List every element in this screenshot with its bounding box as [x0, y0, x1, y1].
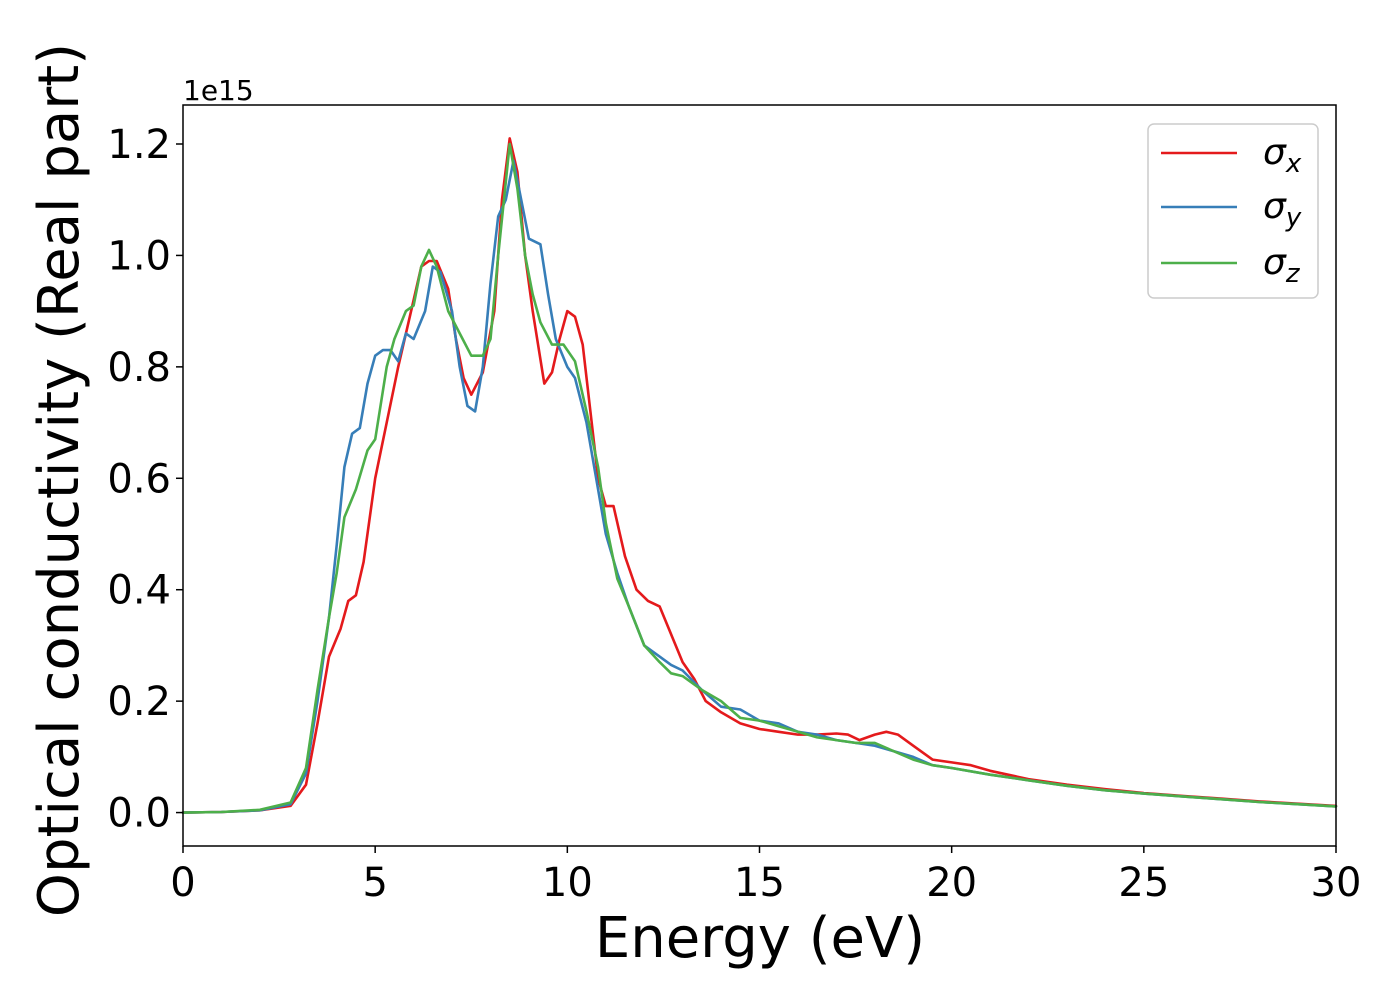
y-axis-label: Optical conductivity (Real part) — [27, 43, 92, 917]
y-tick-label: 0.8 — [107, 345, 171, 391]
y-tick-label: 0.6 — [107, 456, 171, 502]
x-tick-label: 15 — [734, 860, 785, 906]
y-tick-label: 0.0 — [107, 791, 171, 837]
y-tick-label: 0.4 — [107, 568, 171, 614]
series-lines — [181, 137, 1338, 814]
series-line-x — [181, 137, 1338, 814]
legend-frame — [1147, 123, 1319, 299]
y-offset-label: 1e15 — [183, 74, 254, 107]
x-tick-label: 0 — [170, 860, 195, 906]
x-tick-label: 20 — [926, 860, 977, 906]
series-line-z — [181, 142, 1338, 814]
x-tick-label: 30 — [1311, 860, 1362, 906]
x-tick-label: 25 — [1118, 860, 1169, 906]
y-tick-label: 1.2 — [107, 122, 171, 168]
x-axis: 0 5 10 15 20 25 30 — [170, 846, 1361, 906]
y-tick-label: 1.0 — [107, 233, 171, 279]
y-tick-label: 0.2 — [107, 679, 171, 725]
x-axis-label: Energy (eV) — [595, 906, 925, 971]
x-tick-label: 5 — [362, 860, 387, 906]
x-tick-label: 10 — [542, 860, 593, 906]
y-axis: 0.0 0.2 0.4 0.6 0.8 1.0 1.2 — [107, 122, 183, 837]
